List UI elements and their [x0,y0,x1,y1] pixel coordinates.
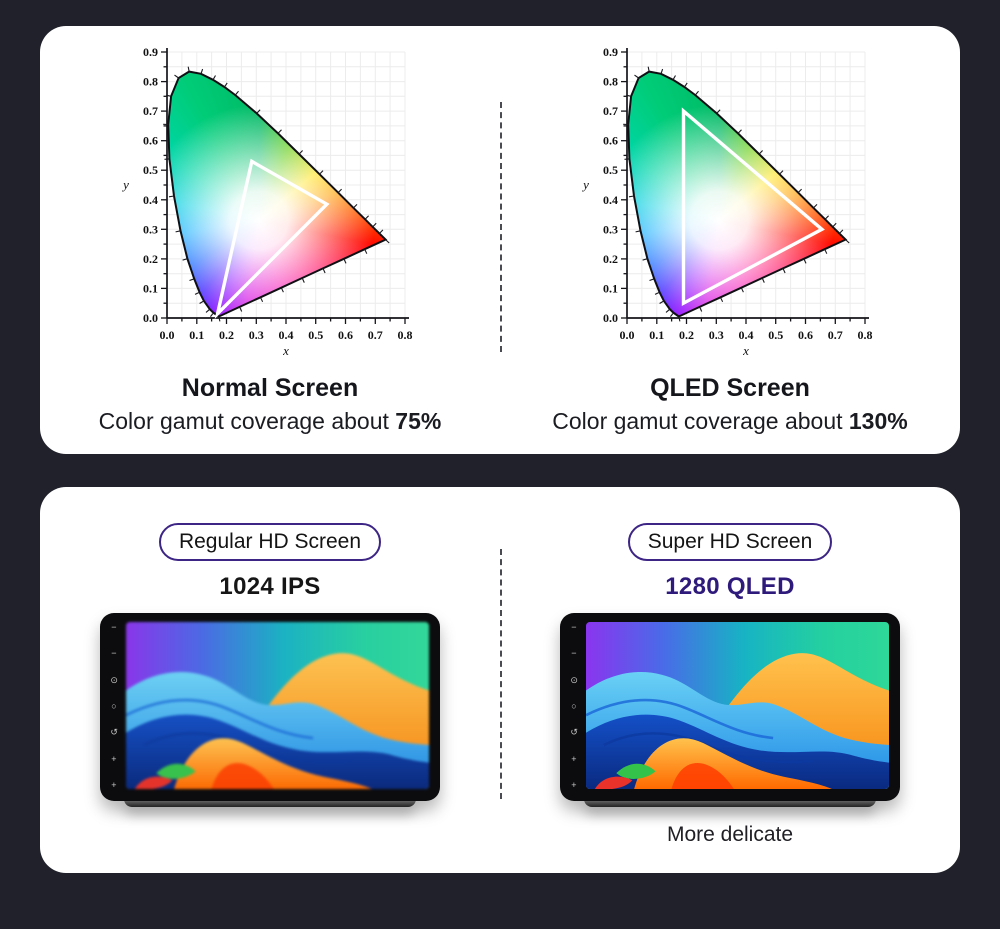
mic-hole-icon: − [111,648,117,659]
volume-down-icon: + [571,780,577,791]
mic-hole-icon: − [571,648,577,659]
svg-text:0.9: 0.9 [143,45,158,59]
device-screen-super [586,622,889,789]
regular-hd-panel: Regular HD Screen 1024 IPS − − ⊙ ○ ↺ + + [40,487,500,873]
svg-text:0.7: 0.7 [368,328,383,342]
screen-model-label: 1280 QLED [665,573,795,600]
volume-up-icon: + [111,754,117,765]
bezel-button-column: − − ⊙ ○ ↺ + + [563,623,585,791]
volume-down-icon: + [111,780,117,791]
qled-screen-panel: 0.0 0.1 0.2 0.3 0.4 0.5 0.6 0.7 0.8 0.0 0.1 0.2 0.3 0… [500,26,960,454]
svg-text:y: y [121,177,129,192]
svg-text:0.8: 0.8 [858,328,873,342]
svg-text:0.2: 0.2 [219,328,234,342]
chart-axes: 0.0 0.1 0.2 0.3 0.4 0.5 0.6 0.7 0.8 0.0 0.1 0.2 0.3 0… [121,45,413,358]
svg-text:0.1: 0.1 [189,328,204,342]
home-icon: ○ [571,701,577,712]
screen-model-label: 1024 IPS [219,573,321,600]
svg-text:0.4: 0.4 [143,193,158,207]
device-stand [123,799,417,807]
device-stand [583,799,877,807]
car-stereo-device-regular: − − ⊙ ○ ↺ + + [100,613,440,807]
svg-text:0.9: 0.9 [603,45,618,59]
svg-text:0.6: 0.6 [798,328,813,342]
svg-text:0.3: 0.3 [249,328,264,342]
svg-text:0.1: 0.1 [649,328,664,342]
panel-title: QLED Screen [650,374,810,402]
back-icon: ↺ [110,727,118,738]
color-gamut-card: 0.0 0.1 0.2 0.3 0.4 0.5 0.6 0.7 0.8 0.0 0.1 0.2 0.3 0… [40,26,960,454]
svg-text:0.5: 0.5 [768,328,783,342]
dashed-divider [500,102,502,352]
bezel-button-column: − − ⊙ ○ ↺ + + [103,623,125,791]
svg-text:0.4: 0.4 [739,328,754,342]
device-bezel: − − ⊙ ○ ↺ + + [560,613,900,801]
svg-text:0.6: 0.6 [603,134,618,148]
power-icon: ⊙ [110,675,118,686]
svg-text:0.8: 0.8 [603,75,618,89]
svg-text:0.7: 0.7 [828,328,843,342]
subtitle-text: Color gamut coverage about [552,408,849,434]
svg-text:0.8: 0.8 [143,75,158,89]
svg-text:0.6: 0.6 [143,134,158,148]
svg-text:0.0: 0.0 [603,311,618,325]
screen-type-badge: Super HD Screen [627,523,833,561]
panel-subtitle: Color gamut coverage about 130% [552,408,907,435]
cie-diagram-normal: 0.0 0.1 0.2 0.3 0.4 0.5 0.6 0.7 0.8 0.0 0.1 0.2 0.3 0… [109,40,431,358]
home-icon: ○ [111,701,117,712]
svg-text:x: x [282,343,289,358]
svg-text:0.6: 0.6 [338,328,353,342]
svg-text:0.5: 0.5 [603,163,618,177]
subtitle-text: Color gamut coverage about [98,408,396,434]
car-stereo-device-super: − − ⊙ ○ ↺ + + [560,613,900,807]
svg-text:0.8: 0.8 [398,328,413,342]
svg-text:0.2: 0.2 [143,252,158,266]
panel-subtitle: Color gamut coverage about 75% [99,408,442,435]
mic-hole-icon: − [111,622,117,633]
quality-caption: More delicate [666,823,794,846]
svg-text:0.5: 0.5 [308,328,323,342]
svg-text:0.1: 0.1 [143,281,158,295]
svg-text:0.1: 0.1 [603,281,618,295]
volume-up-icon: + [571,754,577,765]
panel-title: Normal Screen [181,374,359,402]
svg-text:0.0: 0.0 [620,328,635,342]
power-icon: ⊙ [570,675,578,686]
svg-text:0.2: 0.2 [679,328,694,342]
svg-text:x: x [742,343,749,358]
svg-text:0.0: 0.0 [160,328,175,342]
svg-text:0.3: 0.3 [603,222,618,236]
coverage-value: 130% [848,408,908,434]
screen-resolution-card: Regular HD Screen 1024 IPS − − ⊙ ○ ↺ + + Super… [40,487,960,873]
super-hd-panel: Super HD Screen 1280 QLED − − ⊙ ○ ↺ + + More d… [500,487,960,873]
svg-text:0.2: 0.2 [603,252,618,266]
back-icon: ↺ [570,727,578,738]
device-screen-regular [126,622,429,789]
chart-axes: 0.0 0.1 0.2 0.3 0.4 0.5 0.6 0.7 0.8 0.0 0.1 0.2 0.3 0… [581,45,873,358]
cie-diagram-qled: 0.0 0.1 0.2 0.3 0.4 0.5 0.6 0.7 0.8 0.0 0.1 0.2 0.3 0… [569,40,891,358]
svg-text:0.7: 0.7 [603,104,618,118]
svg-text:0.3: 0.3 [709,328,724,342]
coverage-value: 75% [395,408,442,434]
screen-type-badge: Regular HD Screen [158,523,382,561]
svg-text:0.5: 0.5 [143,163,158,177]
svg-text:0.0: 0.0 [143,311,158,325]
device-bezel: − − ⊙ ○ ↺ + + [100,613,440,801]
svg-text:0.3: 0.3 [143,222,158,236]
svg-text:0.4: 0.4 [603,193,618,207]
svg-text:0.7: 0.7 [143,104,158,118]
mic-hole-icon: − [571,622,577,633]
dashed-divider [500,549,502,799]
svg-text:0.4: 0.4 [279,328,294,342]
svg-text:y: y [581,177,589,192]
normal-screen-panel: 0.0 0.1 0.2 0.3 0.4 0.5 0.6 0.7 0.8 0.0 0.1 0.2 0.3 0… [40,26,500,454]
